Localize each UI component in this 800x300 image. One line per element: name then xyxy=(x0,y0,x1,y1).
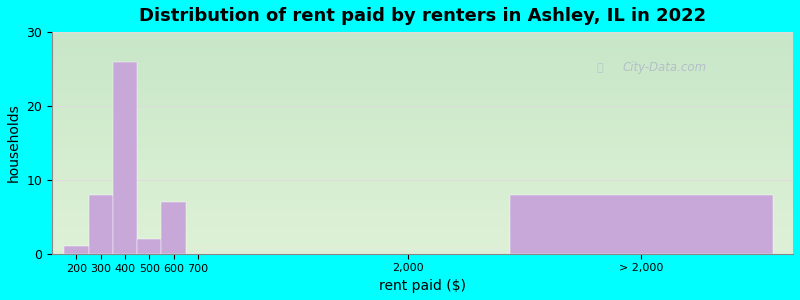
Text: 🔍: 🔍 xyxy=(597,62,603,73)
Y-axis label: households: households xyxy=(7,103,21,182)
X-axis label: rent paid ($): rent paid ($) xyxy=(379,279,466,293)
Bar xyxy=(113,61,137,254)
Bar xyxy=(89,195,113,254)
Title: Distribution of rent paid by renters in Ashley, IL in 2022: Distribution of rent paid by renters in … xyxy=(139,7,706,25)
Bar xyxy=(162,202,186,254)
Text: City-Data.com: City-Data.com xyxy=(622,61,706,74)
Bar xyxy=(64,246,89,254)
Bar xyxy=(137,239,162,254)
Bar xyxy=(510,195,773,254)
